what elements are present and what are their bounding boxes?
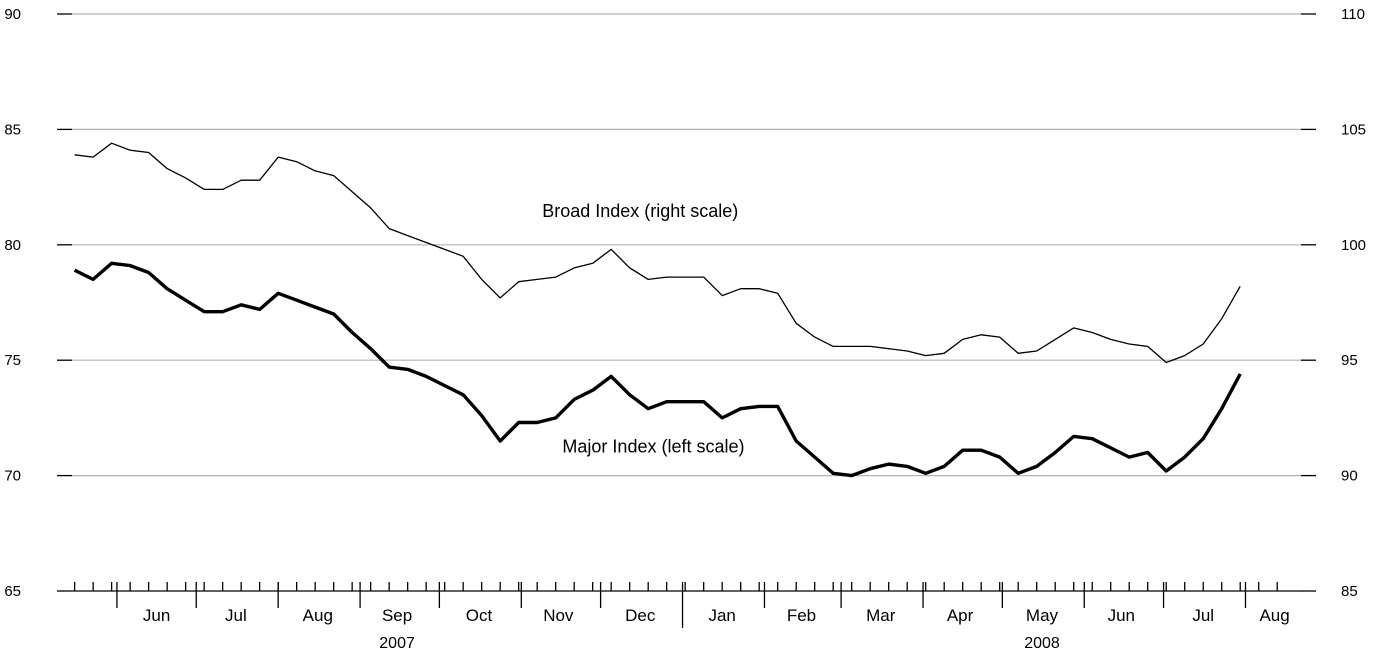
series-annotations: Broad Index (right scale) Major Index (le… — [542, 201, 744, 456]
right-tick-label: 85 — [1341, 583, 1358, 600]
month-label: Aug — [303, 606, 333, 625]
x-axis: Jun Jul Aug Sep Oct Nov Dec Jan Feb Mar Apr May Jun J… — [72, 582, 1301, 652]
left-tick-label: 90 — [4, 6, 21, 23]
series-lines — [73, 142, 1242, 478]
major-index-label: Major Index (left scale) — [562, 437, 744, 457]
year-label: 2008 — [1024, 635, 1060, 652]
month-label: Jul — [1192, 606, 1214, 625]
month-label: Sep — [382, 606, 412, 625]
left-tick-label: 80 — [4, 237, 21, 254]
month-label: Jul — [225, 606, 247, 625]
major-index-line — [73, 261, 1242, 478]
right-tick-label: 110 — [1341, 6, 1365, 23]
month-label: Nov — [543, 606, 574, 625]
month-label: Feb — [787, 606, 816, 625]
month-label: Oct — [466, 606, 493, 625]
month-label: Jun — [1108, 606, 1135, 625]
month-label: Jun — [143, 606, 170, 625]
left-tick-label: 85 — [4, 121, 21, 138]
right-axis: 85 90 95 100 105 110 — [1301, 6, 1366, 600]
month-label: Mar — [866, 606, 896, 625]
left-tick-label: 65 — [4, 583, 21, 600]
right-tick-label: 95 — [1341, 352, 1358, 369]
month-label: Aug — [1259, 606, 1289, 625]
gridlines — [72, 13, 1301, 477]
left-tick-label: 75 — [4, 352, 21, 369]
right-tick-label: 90 — [1341, 468, 1358, 485]
broad-index-label: Broad Index (right scale) — [542, 201, 738, 221]
month-label: May — [1026, 606, 1059, 625]
month-label: Dec — [625, 606, 656, 625]
right-tick-label: 100 — [1341, 237, 1366, 254]
year-label: 2007 — [379, 635, 415, 652]
left-axis: 65 70 75 80 85 90 — [4, 6, 72, 600]
month-label: Jan — [708, 606, 735, 625]
right-tick-label: 105 — [1341, 121, 1366, 138]
month-label: Apr — [947, 606, 974, 625]
left-tick-label: 70 — [4, 468, 21, 485]
broad-index-line — [74, 142, 1241, 364]
